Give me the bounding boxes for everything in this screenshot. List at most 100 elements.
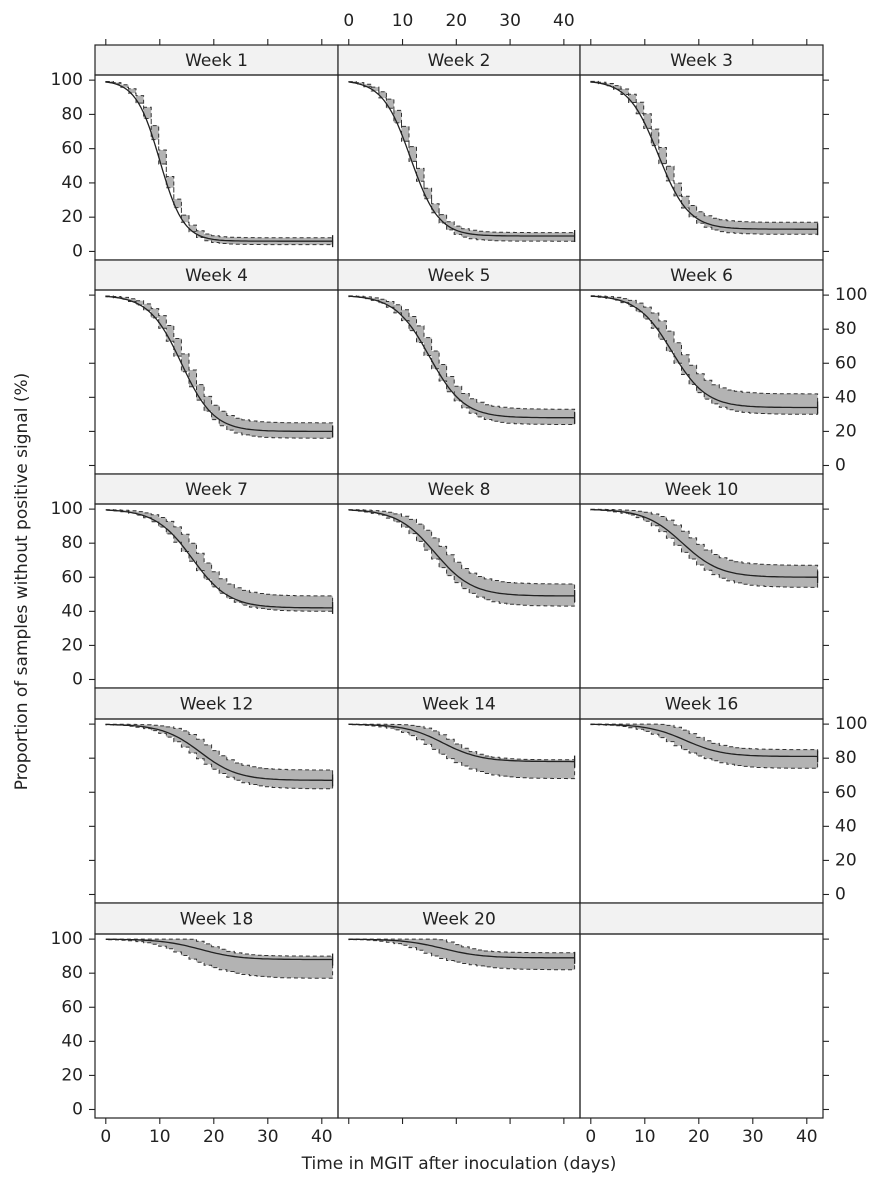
survival-curve xyxy=(590,723,818,758)
y-tick-label: 40 xyxy=(835,387,857,407)
panel-strip xyxy=(94,44,339,76)
x-tick-label: 10 xyxy=(149,1127,171,1147)
survival-curve xyxy=(348,81,575,237)
confidence-band xyxy=(105,938,334,979)
y-tick-label: 100 xyxy=(835,285,867,305)
y-tick-label: 20 xyxy=(61,1065,83,1085)
panel-frame xyxy=(94,718,339,904)
x-tick-label: 30 xyxy=(257,1127,279,1147)
panel-strip xyxy=(337,259,581,291)
y-tick-label: 0 xyxy=(72,241,83,261)
confidence-band xyxy=(105,509,334,612)
survival-curve xyxy=(348,938,575,959)
x-tick-label: 30 xyxy=(742,1127,764,1147)
confidence-band xyxy=(348,295,576,425)
panel-strip xyxy=(579,687,824,720)
panel-title: Week 6 xyxy=(670,266,733,286)
panel-strip xyxy=(579,902,824,935)
x-tick-label: 30 xyxy=(499,11,521,31)
survival-curve xyxy=(105,295,333,433)
x-tick-label: 20 xyxy=(203,1127,225,1147)
panel-title: Week 5 xyxy=(428,266,491,286)
survival-curve xyxy=(105,509,333,609)
confidence-band xyxy=(348,81,576,242)
x-tick-label: 0 xyxy=(585,1127,596,1147)
panel-strip xyxy=(337,687,581,720)
panel-strip xyxy=(579,44,824,76)
y-tick-label: 20 xyxy=(835,850,857,870)
survival-curve xyxy=(105,938,333,961)
confidence-band xyxy=(590,508,819,588)
y-tick-label: 60 xyxy=(835,782,857,802)
confidence-band xyxy=(105,295,334,439)
panel-frame xyxy=(94,289,339,475)
panel-title: Week 8 xyxy=(428,480,491,500)
survival-curve xyxy=(348,295,575,419)
panel-title: Week 12 xyxy=(180,695,254,715)
panel-strip xyxy=(337,44,581,76)
y-tick-label: 80 xyxy=(61,963,83,983)
panel-frame xyxy=(579,503,824,689)
panel-title: Week 2 xyxy=(428,51,491,71)
y-tick-label: 100 xyxy=(835,714,867,734)
survival-curve xyxy=(590,508,818,578)
panel-title: Week 18 xyxy=(180,910,254,930)
confidence-band xyxy=(348,938,576,971)
y-axis-title: Proportion of samples without positive s… xyxy=(12,373,32,790)
panel-title: Week 16 xyxy=(665,695,739,715)
panel-strip xyxy=(94,902,339,935)
y-tick-label: 40 xyxy=(61,1031,83,1051)
y-tick-label: 80 xyxy=(61,104,83,124)
x-tick-label: 10 xyxy=(392,11,414,31)
panel-strip xyxy=(579,473,824,505)
panel-title: Week 14 xyxy=(422,695,496,715)
panel-title: Week 4 xyxy=(185,266,248,286)
panel-frame xyxy=(94,74,339,261)
x-tick-label: 10 xyxy=(634,1127,656,1147)
x-tick-label: 40 xyxy=(796,1127,818,1147)
y-tick-label: 20 xyxy=(835,421,857,441)
y-tick-label: 80 xyxy=(835,748,857,768)
y-tick-label: 60 xyxy=(61,997,83,1017)
confidence-band xyxy=(590,723,819,769)
panel-strip xyxy=(94,473,339,505)
y-tick-label: 80 xyxy=(61,533,83,553)
x-tick-label: 0 xyxy=(343,11,354,31)
survival-curve xyxy=(348,723,575,763)
y-tick-label: 20 xyxy=(61,207,83,227)
panel-strip xyxy=(579,259,824,291)
y-tick-label: 0 xyxy=(72,1099,83,1119)
y-tick-label: 100 xyxy=(51,929,83,949)
y-tick-label: 100 xyxy=(51,70,83,90)
x-tick-label: 0 xyxy=(100,1127,111,1147)
panel-frame xyxy=(337,289,581,475)
y-tick-label: 20 xyxy=(61,635,83,655)
x-tick-label: 20 xyxy=(445,11,467,31)
y-tick-label: 60 xyxy=(835,353,857,373)
y-tick-label: 0 xyxy=(835,884,846,904)
panel-title: Week 1 xyxy=(185,51,248,71)
survival-curve xyxy=(348,509,575,597)
y-tick-label: 0 xyxy=(835,455,846,475)
y-tick-label: 80 xyxy=(835,319,857,339)
panel-strip xyxy=(337,473,581,505)
x-tick-label: 40 xyxy=(553,11,575,31)
y-tick-label: 40 xyxy=(61,173,83,193)
survival-curve xyxy=(590,81,818,230)
panel-title: Week 20 xyxy=(422,910,496,930)
x-tick-label: 20 xyxy=(688,1127,710,1147)
y-tick-label: 40 xyxy=(835,816,857,836)
confidence-band xyxy=(348,509,576,607)
confidence-band xyxy=(590,295,819,415)
y-tick-label: 40 xyxy=(61,601,83,621)
panel-title: Week 7 xyxy=(185,480,248,500)
y-tick-label: 0 xyxy=(72,669,83,689)
y-tick-label: 60 xyxy=(61,567,83,587)
panel-title: Week 3 xyxy=(670,51,733,71)
panel-title: Week 10 xyxy=(665,480,739,500)
confidence-band xyxy=(590,80,819,235)
panel-frame xyxy=(579,933,824,1119)
survival-curve xyxy=(590,295,818,409)
